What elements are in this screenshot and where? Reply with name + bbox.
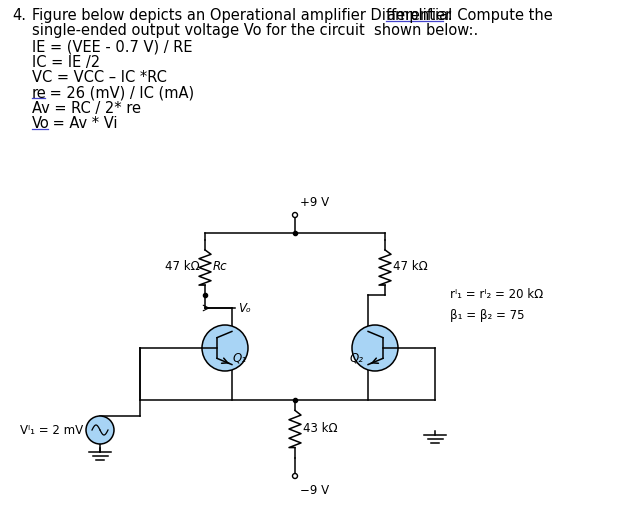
Text: IC = IE /2: IC = IE /2 [32, 54, 100, 69]
Text: −9 V: −9 V [300, 484, 329, 497]
Circle shape [202, 325, 248, 371]
Text: Av = RC / 2* re: Av = RC / 2* re [32, 101, 141, 116]
Text: single-ended output voltage Vo for the circuit  shown below:.: single-ended output voltage Vo for the c… [32, 23, 478, 39]
Text: +9 V: +9 V [300, 196, 329, 209]
Text: Rᴄ: Rᴄ [213, 260, 228, 274]
Text: 4.: 4. [12, 8, 26, 23]
Circle shape [86, 416, 114, 444]
Text: re: re [32, 86, 47, 101]
Text: 47 kΩ: 47 kΩ [393, 260, 428, 274]
Text: Q₂: Q₂ [350, 351, 364, 364]
Text: 47 kΩ: 47 kΩ [165, 260, 200, 274]
Text: IE = (VEE - 0.7 V) / RE: IE = (VEE - 0.7 V) / RE [32, 39, 193, 54]
Text: = 26 (mV) / IC (mA): = 26 (mV) / IC (mA) [45, 86, 194, 101]
Text: Vₒ: Vₒ [238, 302, 251, 314]
Text: Q₁: Q₁ [233, 351, 247, 364]
Text: amplifier: amplifier [386, 8, 451, 23]
Text: Vᴵ₁ = 2 mV: Vᴵ₁ = 2 mV [20, 423, 83, 436]
Text: Figure below depicts an Operational amplifier Differential: Figure below depicts an Operational ampl… [32, 8, 457, 23]
Text: : Compute the: : Compute the [443, 8, 553, 23]
Text: VC = VCC – IC *RC: VC = VCC – IC *RC [32, 70, 167, 85]
Text: β₁ = β₂ = 75: β₁ = β₂ = 75 [450, 309, 524, 322]
Text: rᴵ₁ = rᴵ₂ = 20 kΩ: rᴵ₁ = rᴵ₂ = 20 kΩ [450, 289, 543, 302]
Text: 43 kΩ: 43 kΩ [303, 422, 337, 435]
Text: = Av * Vi: = Av * Vi [48, 116, 118, 132]
Text: Vo: Vo [32, 116, 50, 132]
Circle shape [352, 325, 398, 371]
